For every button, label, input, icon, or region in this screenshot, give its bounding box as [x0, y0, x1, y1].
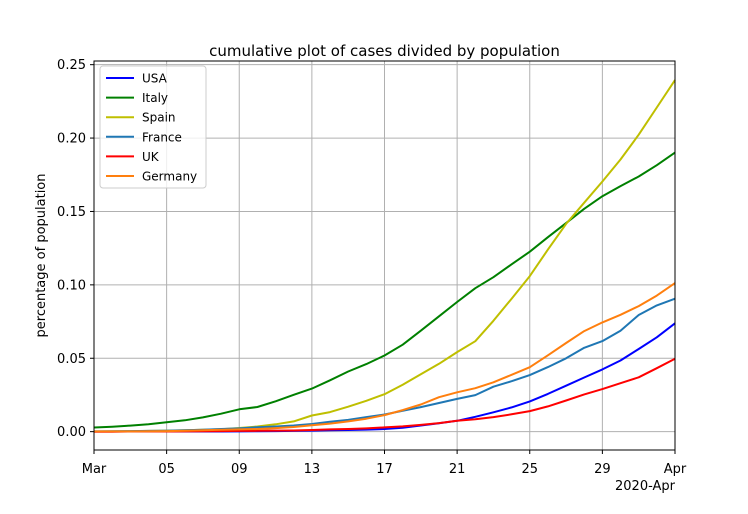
x-tick-label: Mar [82, 462, 107, 477]
legend-frame [99, 65, 207, 189]
y-tick-label: 0.10 [57, 278, 86, 293]
ticks: Mar 05 09 13 17 21 25 29 Apr 0.00 0.05 0.10 0.15 0.20… [57, 58, 687, 477]
y-tick-label: 0.15 [57, 205, 86, 220]
y-tick-label: 0.25 [57, 58, 86, 73]
y-axis-label: percentage of population [34, 174, 49, 338]
y-tick-label: 0.20 [57, 132, 86, 147]
x-tick-label: 21 [449, 462, 466, 477]
legend-label-germany: Germany [142, 170, 197, 184]
x-tick-label: 29 [594, 462, 611, 477]
legend-label-uk: UK [142, 150, 160, 164]
legend-label-france: France [142, 130, 182, 144]
x-tick-label: 17 [376, 462, 393, 477]
legend-label-italy: Italy [142, 91, 168, 105]
series-lines [93, 79, 676, 433]
legend: USA Italy Spain France UK Germany [99, 65, 207, 189]
x-tick-label: 13 [304, 462, 321, 477]
x-tick-label: 09 [231, 462, 248, 477]
x-tick-label: Apr [664, 462, 687, 477]
y-tick-label: 0.05 [57, 352, 86, 367]
series-line-germany [94, 282, 676, 433]
x-tick-label: 05 [158, 462, 175, 477]
series-line-italy [93, 151, 676, 429]
legend-label-usa: USA [142, 72, 168, 86]
chart-title: cumulative plot of cases divided by popu… [209, 42, 560, 60]
y-tick-label: 0.00 [57, 425, 86, 440]
x-tick-label: 25 [521, 462, 538, 477]
x-offset-label: 2020-Apr [615, 479, 676, 494]
legend-label-spain: Spain [142, 111, 176, 125]
